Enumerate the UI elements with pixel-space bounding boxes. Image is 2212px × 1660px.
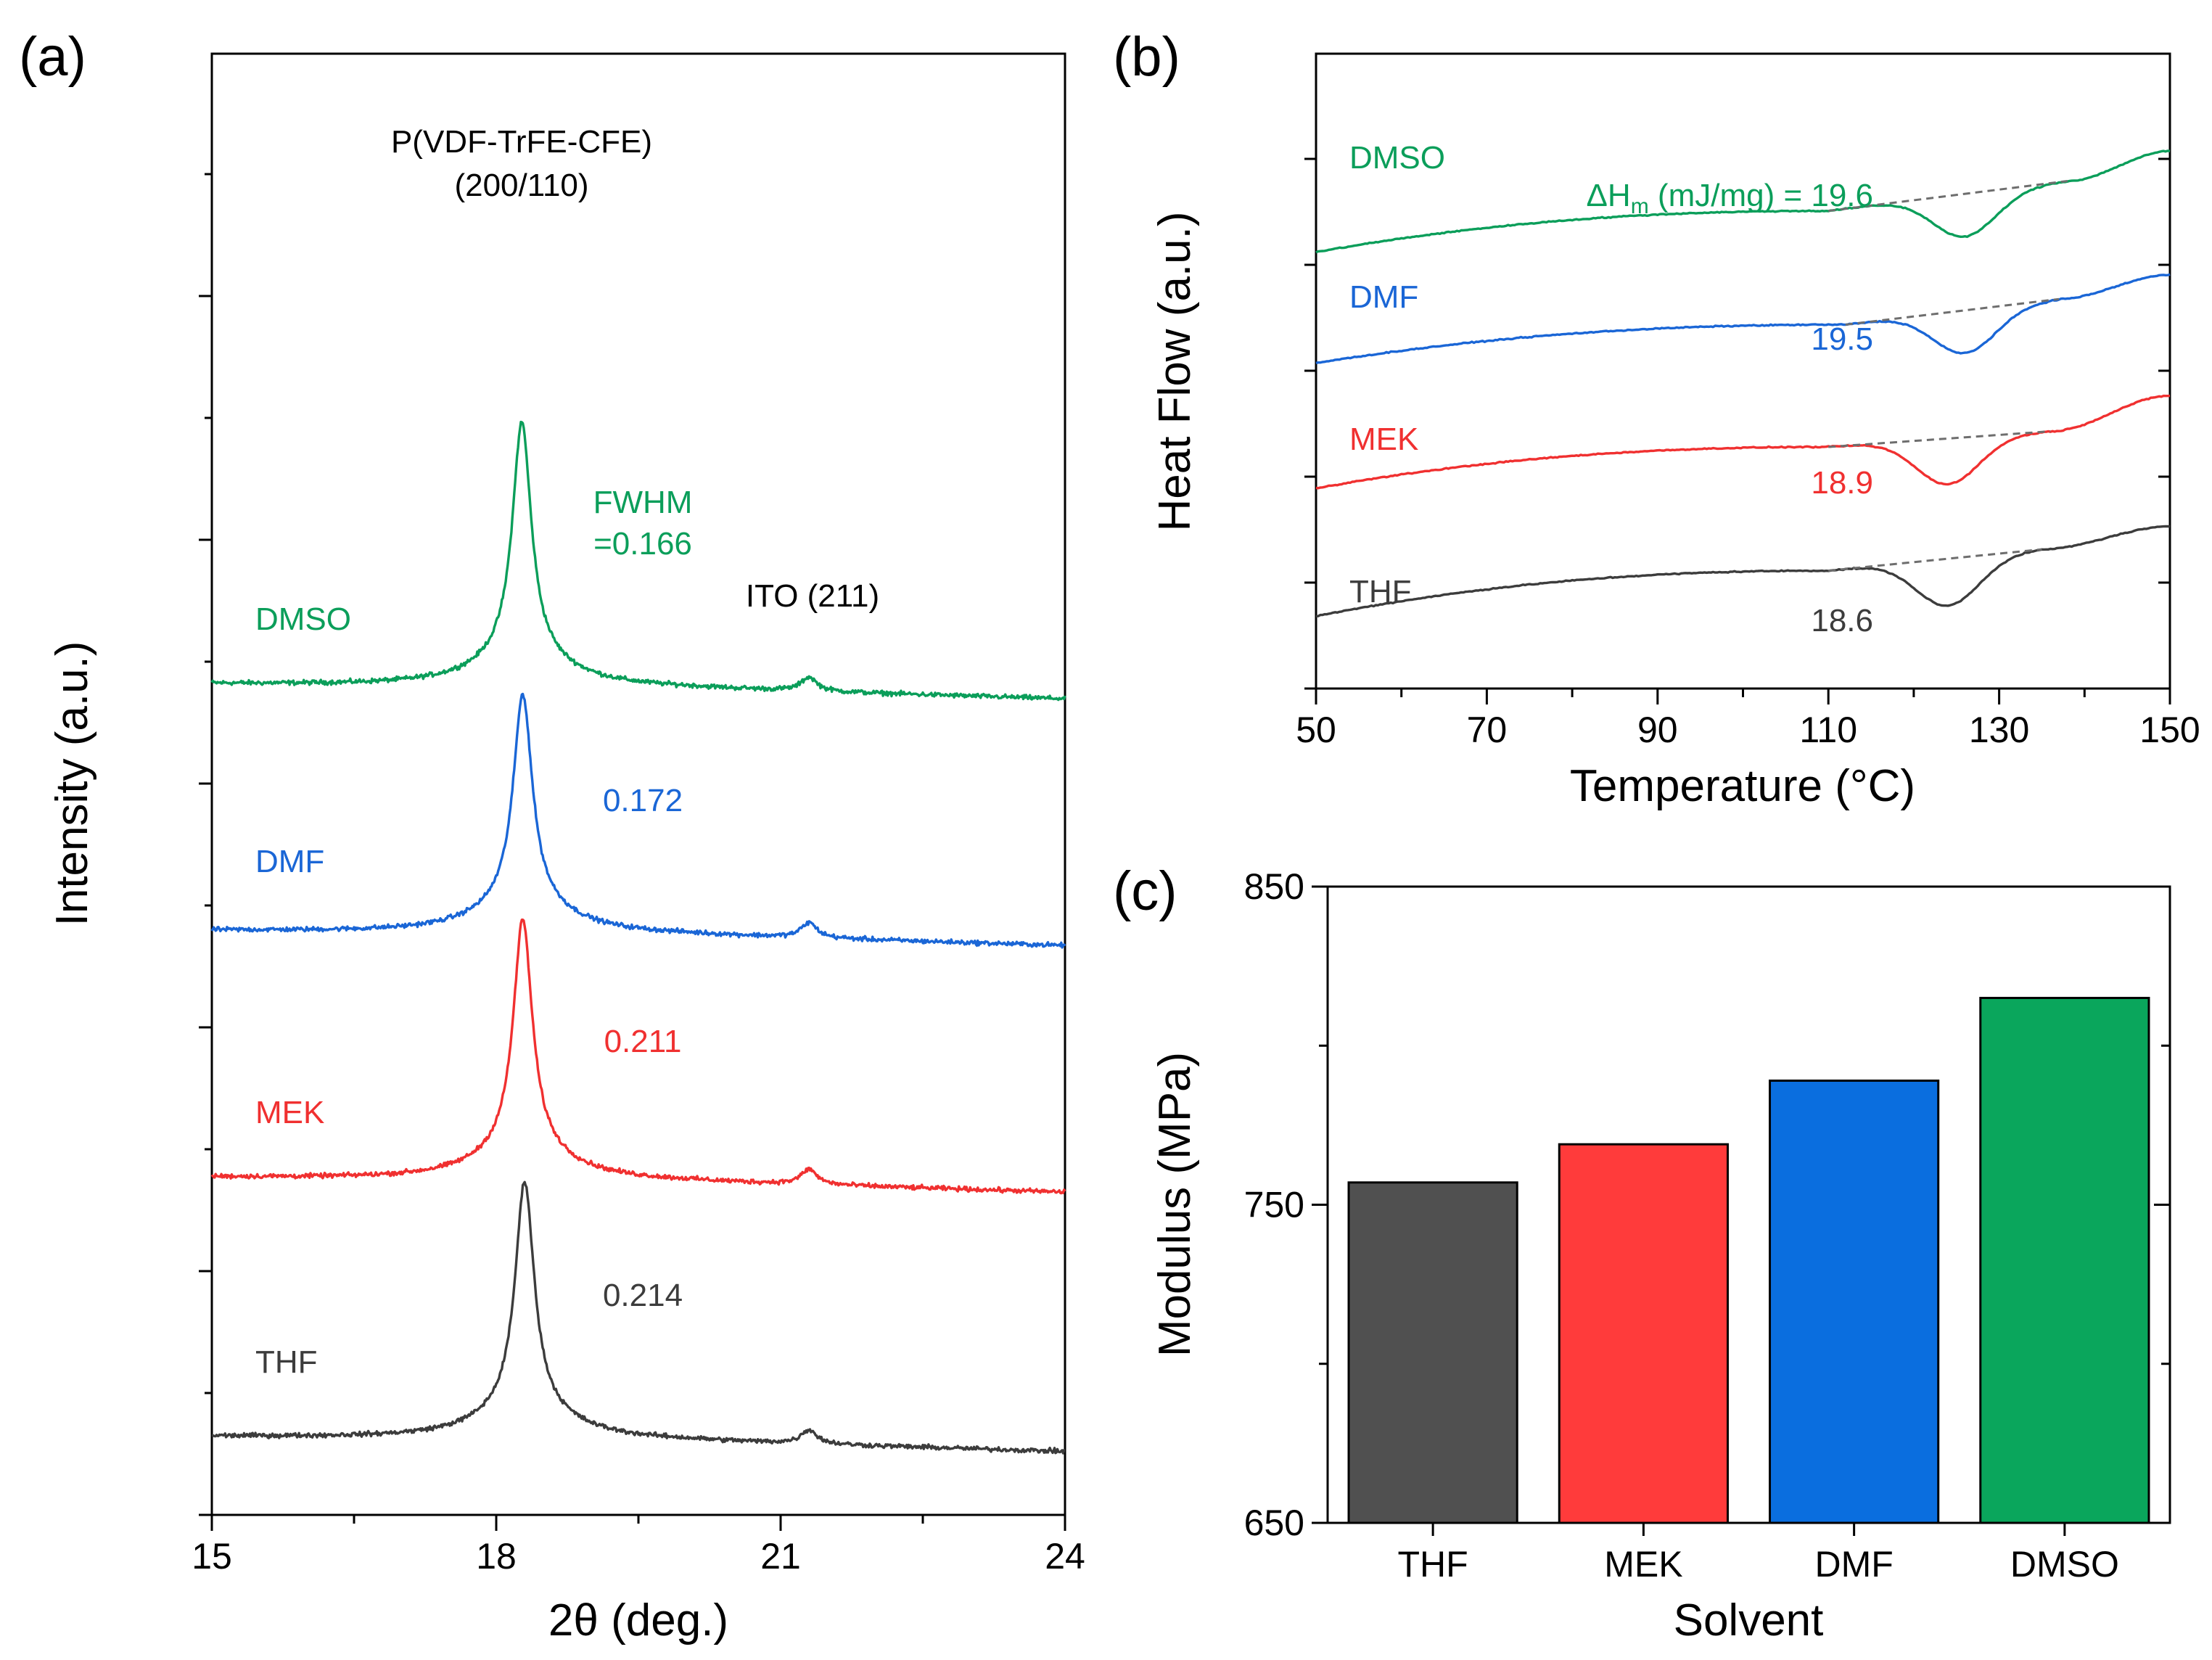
- a-series-label-mek: MEK: [255, 1095, 324, 1130]
- a-series-mek: [210, 919, 1066, 1195]
- c-bar-dmso: [1979, 996, 2150, 1524]
- a-fwhm-dmf: 0.172: [603, 783, 683, 818]
- c-y-tick-label: 650: [1244, 1503, 1304, 1543]
- panel-b-label: (b): [1113, 26, 1180, 88]
- b-enthalpy-thf: 18.6: [1811, 603, 1873, 638]
- b-series-label-mek: MEK: [1349, 422, 1418, 457]
- b-enthalpy-dmso: ΔHm (mJ/mg) = 19.6: [1587, 178, 1873, 218]
- b-baseline-mek: [1828, 430, 2051, 448]
- a-x-tick-label: 21: [760, 1536, 801, 1577]
- a-series-label-thf: THF: [255, 1344, 318, 1380]
- b-series-mek: [1315, 394, 2171, 490]
- panel-c-x-axis-title: Solvent: [1674, 1595, 1824, 1645]
- peak-label-pvdf: P(VDF-TrFE-CFE): [391, 124, 652, 160]
- a-series-dmso: [210, 420, 1066, 702]
- a-fwhm-mek: 0.211: [604, 1024, 682, 1059]
- panel-b-dsc: (b) DMSO ΔHm (mJ/mg) = 19.6 DMF 19.5 MEK 18.9…: [1113, 26, 2200, 811]
- panel-c-modulus: (c) 650 750 850 THF MEK DMF DMSO Solvent Modu…: [1113, 860, 2171, 1645]
- c-x-tick-label: DMF: [1814, 1544, 1893, 1585]
- a-series-dmf: [210, 692, 1066, 949]
- b-x-tick-label: 90: [1637, 710, 1678, 750]
- c-y-tick-label: 850: [1244, 866, 1304, 907]
- c-x-tick-label: DMSO: [2010, 1544, 2119, 1585]
- panel-a-series-labels: DMSO =0.166 DMF 0.172 MEK 0.211 THF 0.214: [255, 526, 692, 1380]
- b-x-tick-label: 50: [1296, 710, 1336, 750]
- a-series-thf: [211, 1180, 1066, 1455]
- fwhm-title: FWHM: [593, 485, 693, 520]
- b-series-label-thf: THF: [1349, 574, 1412, 609]
- a-fwhm-thf: 0.214: [603, 1278, 683, 1313]
- a-fwhm-dmso: =0.166: [593, 526, 692, 562]
- b-enthalpy-dmf: 19.5: [1811, 321, 1873, 357]
- panel-b-y-axis-title: Heat Flow (a.u.): [1150, 211, 1200, 531]
- b-x-tick-label: 110: [1799, 710, 1857, 750]
- b-x-tick-label: 70: [1467, 710, 1508, 750]
- c-bar-mek: [1558, 1143, 1729, 1524]
- panel-c-x-tick-labels: THF MEK DMF DMSO: [1398, 1544, 2119, 1585]
- panel-c-ticks: [1312, 885, 2170, 1536]
- b-series-dmso: [1315, 149, 2171, 254]
- a-series-label-dmso: DMSO: [255, 601, 351, 637]
- panel-b-x-tick-labels: 50 70 90 110 130 150: [1296, 710, 2200, 750]
- panel-a-label: (a): [19, 26, 86, 88]
- panel-a-series: [210, 420, 1066, 1455]
- a-x-tick-label: 15: [192, 1536, 232, 1577]
- panel-a-ticks: [199, 173, 1066, 1531]
- b-series-dmf: [1315, 273, 2171, 365]
- panel-a-xrd: (a) 15 18 21 24 P(VDF-TrFE-CFE) (200/110) I…: [19, 26, 1085, 1645]
- c-x-tick-label: MEK: [1604, 1544, 1682, 1585]
- panel-b-ticks: [1304, 157, 2171, 704]
- a-series-label-dmf: DMF: [255, 844, 324, 879]
- panel-a-y-axis-title: Intensity (a.u.): [47, 641, 97, 926]
- b-baseline-thf: [1828, 548, 2042, 572]
- panel-b-x-axis-title: Temperature (°C): [1570, 761, 1915, 811]
- panel-c-bars: [1347, 996, 2150, 1524]
- c-x-tick-label: THF: [1398, 1544, 1468, 1585]
- panel-c-y-axis-title: Modulus (MPa): [1150, 1052, 1200, 1357]
- panel-b-series-labels: DMSO ΔHm (mJ/mg) = 19.6 DMF 19.5 MEK 18.9 THF 1…: [1349, 140, 1873, 638]
- c-bar-thf: [1347, 1181, 1518, 1524]
- panel-b-series: [1315, 149, 2171, 618]
- a-x-tick-label: 18: [476, 1536, 517, 1577]
- panel-c-y-tick-labels: 650 750 850: [1244, 866, 1304, 1543]
- b-x-tick-label: 130: [1969, 710, 2029, 750]
- a-x-tick-label: 24: [1045, 1536, 1085, 1577]
- b-series-label-dmf: DMF: [1349, 279, 1418, 315]
- b-enthalpy-mek: 18.9: [1811, 465, 1873, 501]
- peak-label-ito: ITO (211): [746, 578, 879, 614]
- c-bar-dmf: [1769, 1079, 1940, 1524]
- b-baseline-dmf: [1845, 297, 2060, 326]
- panel-a-x-tick-labels: 15 18 21 24: [192, 1536, 1085, 1577]
- b-series-thf: [1315, 525, 2171, 618]
- c-y-tick-label: 750: [1244, 1185, 1304, 1225]
- panel-a-x-axis-title: 2θ (deg.): [548, 1595, 728, 1645]
- peak-label-pvdf-plane: (200/110): [454, 168, 588, 203]
- b-baseline-dmso: [1828, 180, 2068, 213]
- panel-c-label: (c): [1113, 860, 1177, 922]
- b-series-label-dmso: DMSO: [1349, 140, 1445, 176]
- b-x-tick-label: 150: [2139, 710, 2200, 750]
